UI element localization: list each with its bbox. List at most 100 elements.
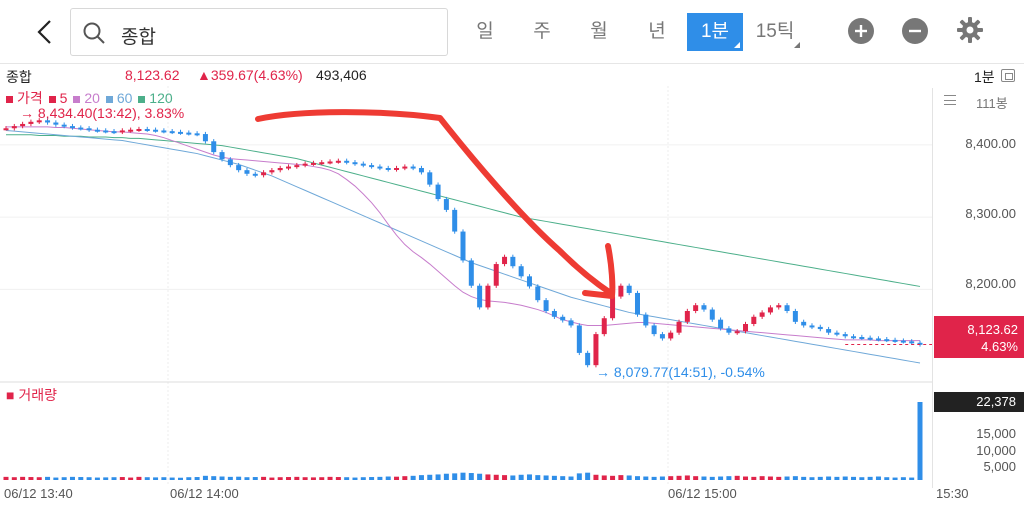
candle — [277, 168, 283, 171]
legend-item-ma20: 20 — [73, 90, 100, 106]
candle — [360, 163, 366, 166]
candle — [394, 168, 400, 170]
candle — [776, 305, 782, 308]
volume-bar — [443, 473, 449, 480]
tab-15tick[interactable]: 15틱 — [747, 13, 803, 51]
candle — [651, 325, 657, 335]
volume-bar — [418, 475, 424, 480]
volume-bar — [344, 477, 350, 480]
candle — [119, 130, 125, 133]
candle — [643, 314, 649, 326]
candle — [900, 340, 906, 343]
price-tick: 8,300.00 — [965, 206, 1016, 221]
candle — [94, 129, 100, 132]
candle — [111, 131, 117, 134]
candle — [86, 128, 92, 131]
candle — [726, 328, 732, 333]
candle — [460, 231, 466, 261]
legend: 가격 5 20 60 120 — [6, 88, 175, 108]
volume-bar — [277, 477, 283, 480]
volume-bar — [526, 474, 532, 480]
tab-day[interactable]: 일 — [476, 21, 494, 42]
candle — [668, 332, 674, 339]
x-axis-label: 06/12 14:00 — [170, 486, 239, 501]
volume-bar — [693, 476, 699, 480]
candle — [767, 307, 773, 313]
volume-bar — [867, 476, 873, 480]
candle — [817, 326, 823, 330]
volume-bar — [809, 477, 815, 480]
volume-bar — [86, 477, 92, 480]
volume-bar — [20, 476, 26, 480]
search-value: 종합 — [121, 27, 156, 48]
candle — [269, 170, 275, 173]
candle — [310, 162, 316, 165]
volume-tick: 15,000 — [976, 426, 1016, 441]
candle — [252, 173, 258, 176]
candle — [809, 325, 815, 328]
candle — [327, 161, 333, 164]
volume-bar — [119, 477, 125, 480]
candle — [319, 162, 325, 165]
volume-bar — [402, 476, 408, 480]
candle — [418, 168, 424, 173]
tab-year[interactable]: 년 — [648, 21, 666, 42]
volume-bar — [643, 476, 649, 480]
candle — [410, 166, 416, 169]
chart-canvas[interactable] — [0, 86, 932, 486]
candle — [593, 334, 599, 366]
candle — [784, 305, 790, 311]
top-bar: 종합 일 주 월 년 1분 15틱 — [0, 0, 1024, 64]
tab-month[interactable]: 월 — [590, 21, 608, 42]
volume-bar — [385, 476, 391, 480]
menu-icon[interactable] — [944, 95, 956, 105]
gear-icon[interactable] — [956, 16, 984, 44]
plus-circle-icon[interactable] — [848, 18, 874, 44]
candle — [892, 339, 898, 342]
candle — [219, 152, 225, 160]
current-volume-tag: 22,378 — [934, 392, 1024, 412]
candle — [568, 320, 574, 326]
candle — [3, 128, 9, 131]
candle — [834, 332, 840, 335]
quote-info-row: 종합 8,123.62 ▲359.67(4.63%) 493,406 1분 — [0, 64, 1024, 86]
volume-bar — [153, 477, 159, 480]
candle — [551, 311, 557, 317]
chevron-left-icon[interactable] — [30, 17, 60, 47]
tab-week[interactable]: 주 — [533, 21, 551, 42]
volume-bar — [493, 474, 499, 480]
candle — [427, 172, 433, 185]
candle — [344, 160, 350, 163]
minus-circle-icon[interactable] — [902, 18, 928, 44]
window-icon[interactable] — [1001, 69, 1015, 82]
candle — [535, 286, 541, 301]
volume-bar — [917, 402, 923, 480]
candle — [759, 312, 765, 317]
volume-bar — [875, 476, 881, 480]
current-price-tag: 8,123.62 4.63% — [934, 316, 1024, 358]
volume-bar — [477, 473, 483, 480]
index-name: 종합 — [6, 69, 32, 85]
candle — [36, 120, 42, 123]
corner-triangle-icon — [794, 42, 800, 48]
candle — [78, 127, 84, 130]
volume-bar — [352, 477, 358, 480]
candle — [369, 165, 375, 168]
candle — [177, 131, 183, 134]
candle — [701, 305, 707, 310]
candle — [244, 170, 250, 174]
volume-bar — [485, 474, 491, 480]
candle — [227, 159, 233, 166]
tab-15tick-label: 15틱 — [755, 21, 795, 42]
candle — [867, 337, 873, 340]
search-input[interactable]: 종합 — [70, 8, 448, 56]
candle — [526, 276, 532, 287]
volume-bar — [211, 476, 217, 480]
volume-bar — [618, 475, 624, 480]
volume-bar — [286, 477, 292, 480]
max-price-annotation: → 8,434.40(13:42), 3.83% — [20, 105, 185, 121]
tab-1min[interactable]: 1분 — [687, 13, 743, 51]
volume-bar — [435, 474, 441, 480]
current-price: 8,123.62 — [125, 67, 180, 83]
candle — [402, 166, 408, 169]
